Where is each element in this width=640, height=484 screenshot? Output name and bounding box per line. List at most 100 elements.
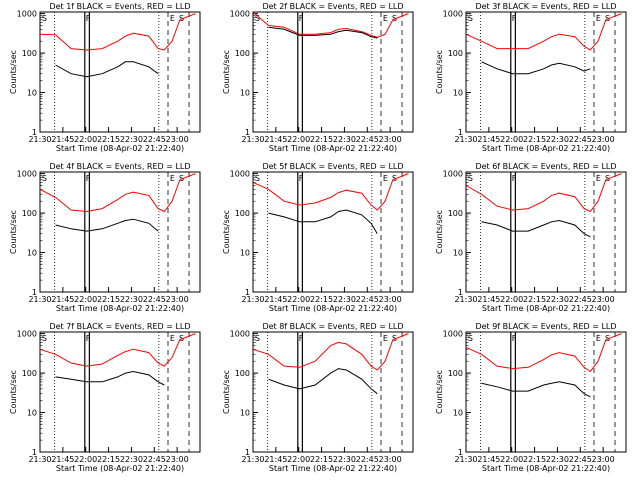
series-lld-line-7	[39, 333, 196, 367]
x-tick-label-6: 22:15	[523, 295, 546, 304]
x-tick-label-4: 21:30	[28, 295, 51, 304]
x-tick-label-1: 21:45	[51, 135, 74, 144]
x-tick-label-5: 22:30	[333, 295, 356, 304]
x-tick-label-1: 22:00	[74, 135, 97, 144]
plot-frame-2	[252, 11, 414, 133]
e-marker-1: E	[170, 14, 175, 23]
series-lld-line-4	[39, 173, 196, 213]
panel-title-5: Det 5f BLACK = Events, RED = LLD	[262, 162, 403, 171]
x-tick-label-1: 21:30	[28, 135, 51, 144]
x-tick-label-2: 22:15	[310, 135, 333, 144]
f-marker-9: F	[512, 334, 517, 343]
series-lld-line-3	[465, 13, 622, 51]
e-marker-2: E	[383, 14, 388, 23]
s-marker-right-1: S	[179, 14, 184, 23]
y-tick-label-4: 1000	[17, 170, 37, 179]
f-marker-5: F	[299, 174, 304, 183]
x-tick-label-7: 22:15	[97, 455, 120, 464]
series-events-line-7	[55, 370, 165, 386]
y-tick-label-7: 100	[22, 369, 37, 378]
y-tick-label-2: 10	[240, 89, 250, 98]
x-tick-label-2: 22:30	[333, 135, 356, 144]
series-lld-line-5	[252, 173, 409, 211]
y-tick-label-3: 100	[448, 49, 463, 58]
x-tick-label-5: 21:45	[264, 295, 287, 304]
x-tick-label-3: 22:45	[569, 135, 592, 144]
panel-title-9: Det 9f BLACK = Events, RED = LLD	[475, 322, 616, 331]
s-marker-right-7: S	[179, 334, 184, 343]
y-axis-label-9: Counts/sec	[435, 370, 444, 414]
panel-title-2: Det 2f BLACK = Events, RED = LLD	[262, 2, 403, 11]
y-tick-label-6: 1	[458, 288, 463, 297]
series-lld-line-1	[39, 13, 196, 51]
x-tick-label-4: 22:45	[143, 295, 166, 304]
y-tick-label-1: 100	[22, 49, 37, 58]
y-axis-label-3: Counts/sec	[435, 50, 444, 94]
y-tick-label-2: 1	[245, 128, 250, 137]
x-axis-label-2: Start Time (08-Apr-02 21:22:40)	[269, 144, 397, 153]
s-marker-right-5: S	[392, 174, 397, 183]
x-tick-label-5: 21:30	[241, 295, 264, 304]
y-axis-label-4: Counts/sec	[9, 210, 18, 254]
y-tick-label-8: 10	[240, 409, 250, 418]
x-tick-label-3: 22:30	[546, 135, 569, 144]
x-tick-label-9: 22:30	[546, 455, 569, 464]
y-tick-label-9: 100	[448, 369, 463, 378]
x-tick-label-4: 22:00	[74, 295, 97, 304]
s-marker-left-4: S	[42, 174, 47, 183]
f-marker-6: F	[512, 174, 517, 183]
x-tick-label-9: 22:45	[569, 455, 592, 464]
x-tick-label-9: 23:00	[592, 455, 615, 464]
panel-title-4: Det 4f BLACK = Events, RED = LLD	[49, 162, 190, 171]
y-tick-label-7: 1	[32, 448, 37, 457]
s-marker-right-3: S	[605, 14, 610, 23]
s-marker-left-8: S	[255, 334, 260, 343]
y-tick-label-9: 10	[453, 409, 463, 418]
y-axis-label-8: Counts/sec	[222, 370, 231, 414]
series-events-line-9	[481, 381, 591, 398]
series-lld-line-9	[465, 333, 622, 373]
x-tick-label-1: 22:30	[120, 135, 143, 144]
x-tick-label-5: 23:00	[379, 295, 402, 304]
x-tick-label-6: 22:00	[500, 295, 523, 304]
y-tick-label-1: 10	[27, 89, 37, 98]
series-events-line-8	[268, 368, 378, 395]
x-tick-label-3: 21:45	[477, 135, 500, 144]
x-tick-label-4: 23:00	[166, 295, 189, 304]
x-tick-label-2: 22:45	[356, 135, 379, 144]
s-marker-left-9: S	[468, 334, 473, 343]
x-tick-label-6: 23:00	[592, 295, 615, 304]
x-tick-label-2: 23:00	[379, 135, 402, 144]
y-tick-label-2: 1000	[230, 10, 250, 19]
x-tick-label-4: 22:30	[120, 295, 143, 304]
panel-title-8: Det 8f BLACK = Events, RED = LLD	[262, 322, 403, 331]
x-axis-label-1: Start Time (08-Apr-02 21:22:40)	[56, 144, 184, 153]
x-tick-label-5: 22:15	[310, 295, 333, 304]
y-tick-label-1: 1000	[17, 10, 37, 19]
f-marker-2: F	[299, 14, 304, 23]
series-lld-line-2	[252, 11, 409, 38]
y-tick-label-3: 1	[458, 128, 463, 137]
s-marker-left-2: S	[255, 14, 260, 23]
series-lld-line-8	[252, 333, 409, 371]
y-tick-label-3: 10	[453, 89, 463, 98]
x-tick-label-3: 23:00	[592, 135, 615, 144]
x-tick-label-7: 22:45	[143, 455, 166, 464]
x-tick-label-9: 22:15	[523, 455, 546, 464]
s-marker-left-6: S	[468, 174, 473, 183]
panel-title-3: Det 3f BLACK = Events, RED = LLD	[475, 2, 616, 11]
x-tick-label-3: 22:00	[500, 135, 523, 144]
x-axis-label-7: Start Time (08-Apr-02 21:22:40)	[56, 464, 184, 473]
y-axis-label-7: Counts/sec	[9, 370, 18, 414]
y-tick-label-6: 100	[448, 209, 463, 218]
f-marker-3: F	[512, 14, 517, 23]
x-axis-label-6: Start Time (08-Apr-02 21:22:40)	[482, 304, 610, 313]
x-tick-label-2: 22:00	[287, 135, 310, 144]
y-axis-label-2: Counts/sec	[222, 50, 231, 94]
x-tick-label-4: 22:15	[97, 295, 120, 304]
y-tick-label-7: 10	[27, 409, 37, 418]
e-marker-7: E	[170, 334, 175, 343]
y-tick-label-7: 1000	[17, 330, 37, 339]
f-marker-8: F	[299, 334, 304, 343]
y-tick-label-5: 1	[245, 288, 250, 297]
